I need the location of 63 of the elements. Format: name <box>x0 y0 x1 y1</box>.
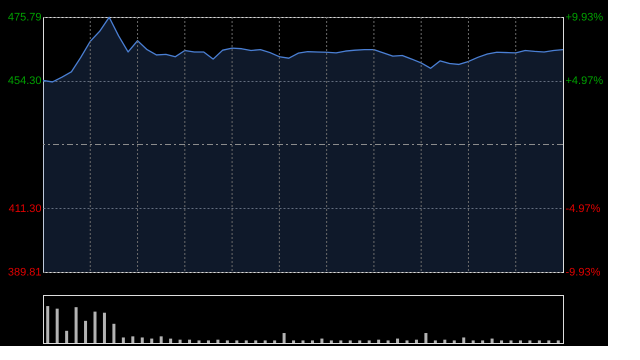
bar <box>160 336 163 343</box>
bar <box>424 333 428 343</box>
bar <box>406 340 408 343</box>
bar <box>254 340 258 343</box>
bar <box>178 340 182 343</box>
bar <box>235 340 238 343</box>
bar <box>244 340 248 343</box>
bar <box>169 338 172 343</box>
bar <box>510 340 512 343</box>
bar <box>358 340 362 343</box>
bar <box>556 340 560 343</box>
bar <box>500 340 504 343</box>
bar <box>462 337 466 343</box>
bar <box>330 340 333 343</box>
bar <box>74 307 78 343</box>
bar <box>273 340 276 343</box>
bar <box>434 340 437 343</box>
bar <box>292 340 296 343</box>
y-tick-label: 411.30 <box>8 202 42 215</box>
bar <box>84 320 88 343</box>
bar <box>472 340 475 343</box>
bar <box>443 340 446 343</box>
y-tick-label: 454.30 <box>8 75 42 88</box>
y-tick-label: 389.81 <box>8 266 42 278</box>
y-tick-label: 475.79 <box>8 12 42 24</box>
bar <box>140 337 144 343</box>
bar <box>414 340 418 343</box>
bar <box>56 308 59 343</box>
bar <box>206 340 210 343</box>
bar <box>112 324 116 343</box>
bar <box>102 312 106 343</box>
y2-tick-label: +9.93% <box>566 12 604 24</box>
bar <box>396 338 400 343</box>
bar <box>94 312 96 343</box>
bar <box>226 340 229 343</box>
y2-tick-label: -9.93% <box>566 266 601 278</box>
bar <box>481 340 484 343</box>
bar <box>310 340 314 343</box>
bar <box>302 340 304 343</box>
bar <box>198 340 200 343</box>
bar <box>188 340 192 343</box>
bar <box>65 330 68 343</box>
bar <box>282 333 286 343</box>
bar <box>264 340 267 343</box>
bar <box>377 340 380 343</box>
bar <box>386 340 390 343</box>
bar <box>490 338 494 343</box>
bar <box>216 340 220 343</box>
bar <box>547 340 550 343</box>
bar <box>46 306 50 343</box>
bar <box>538 340 541 343</box>
bar <box>320 338 324 343</box>
y2-tick-label: +4.97% <box>566 75 604 88</box>
bar <box>528 340 532 343</box>
bar <box>452 340 456 343</box>
bar <box>122 337 125 343</box>
bar <box>518 340 522 343</box>
bar <box>131 336 134 343</box>
bar <box>368 340 371 343</box>
y2-tick-label: -4.97% <box>566 202 601 215</box>
bar <box>339 340 342 343</box>
bar <box>150 338 154 343</box>
bar <box>348 340 352 343</box>
